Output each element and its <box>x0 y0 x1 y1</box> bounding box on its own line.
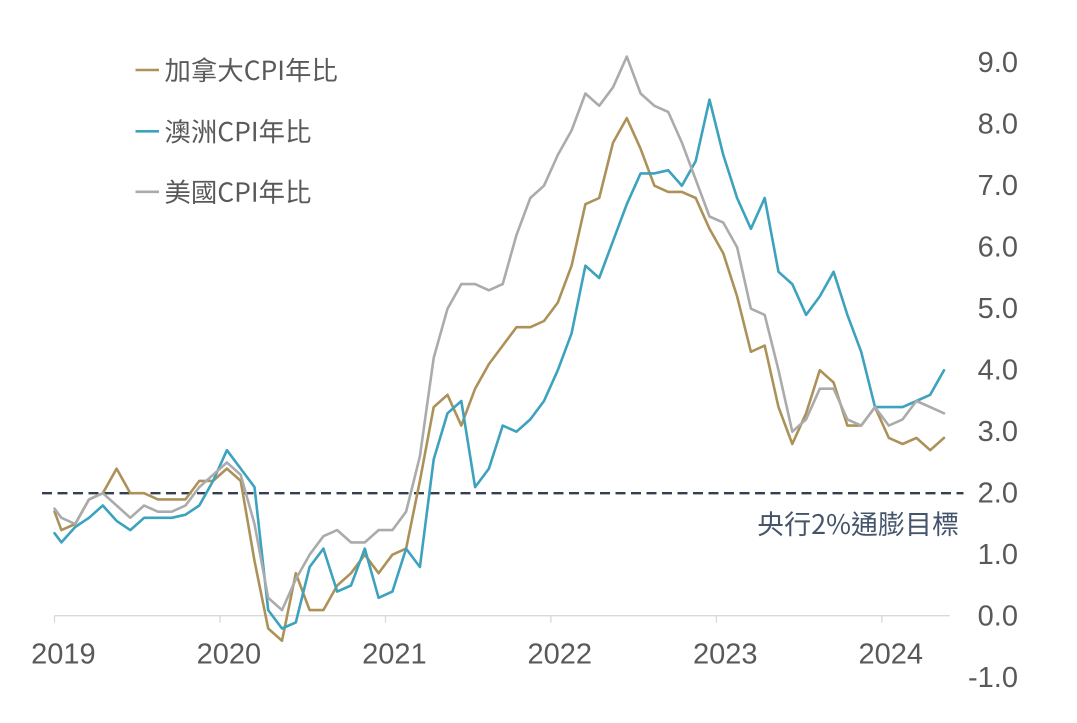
svg-text:-1.0: -1.0 <box>968 662 1018 694</box>
svg-text:2024: 2024 <box>859 639 924 671</box>
svg-text:2019: 2019 <box>31 639 96 671</box>
svg-text:1.0: 1.0 <box>978 539 1018 571</box>
svg-text:3.0: 3.0 <box>978 416 1018 448</box>
svg-text:2020: 2020 <box>197 639 262 671</box>
svg-text:9.0: 9.0 <box>978 47 1018 79</box>
svg-text:2023: 2023 <box>693 639 758 671</box>
svg-text:2022: 2022 <box>528 639 593 671</box>
svg-text:2021: 2021 <box>362 639 427 671</box>
svg-text:5.0: 5.0 <box>978 293 1018 325</box>
svg-text:7.0: 7.0 <box>978 170 1018 202</box>
svg-text:8.0: 8.0 <box>978 109 1018 141</box>
svg-text:4.0: 4.0 <box>978 355 1018 387</box>
svg-text:6.0: 6.0 <box>978 232 1018 264</box>
svg-text:0.0: 0.0 <box>978 601 1018 633</box>
svg-text:2.0: 2.0 <box>978 478 1018 510</box>
